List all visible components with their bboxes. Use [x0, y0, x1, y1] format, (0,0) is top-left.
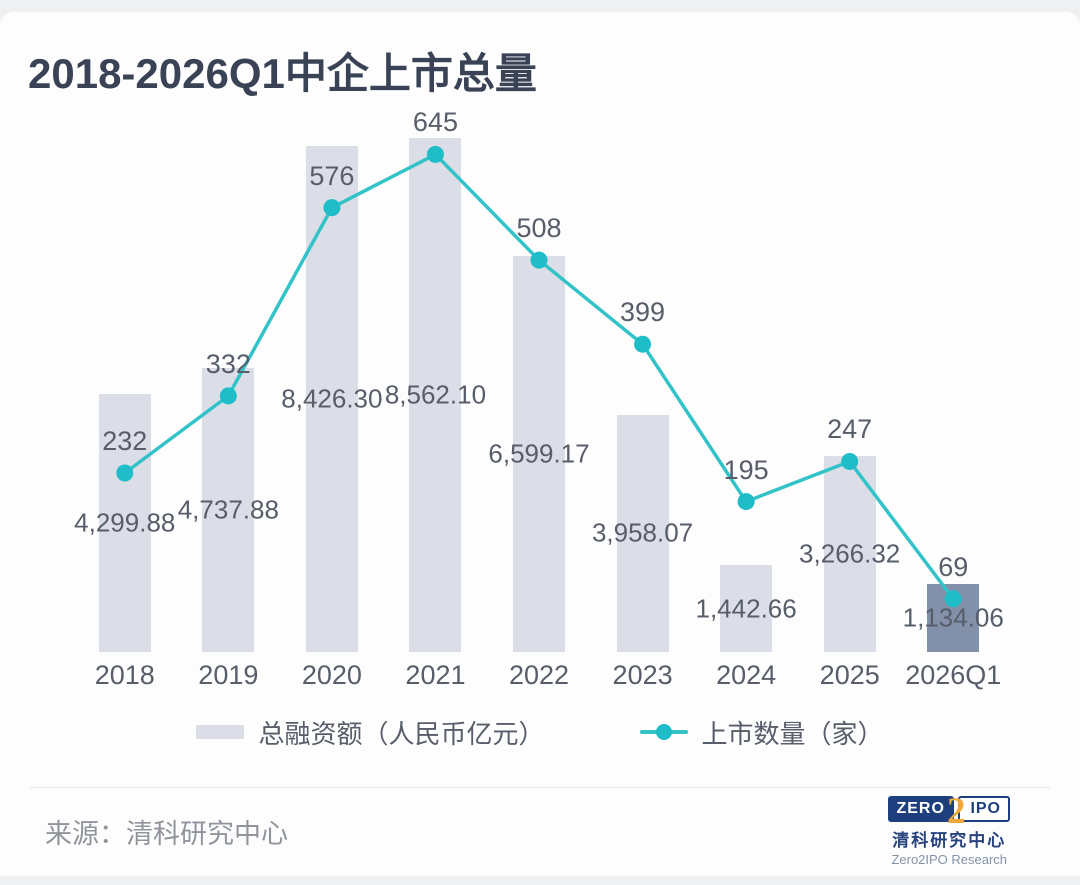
- line-point-2020: [323, 199, 341, 217]
- bar-2020: [305, 146, 358, 652]
- x-tick-2020: 2020: [301, 660, 362, 690]
- bar-value-label-2021: 8,562.10: [384, 379, 487, 410]
- x-tick-2026Q1: 2026Q1: [905, 660, 1002, 690]
- line-point-2024: [737, 493, 755, 511]
- bar-2021: [409, 138, 462, 652]
- bar-2019: [202, 367, 255, 652]
- zero2ipo-logo: ZERO 2 IPO 清科研究中心 Zero2IPO Research: [888, 791, 1010, 867]
- bar-value-label-2023: 3,958.07: [591, 517, 694, 548]
- line-point-2018: [116, 464, 134, 482]
- bar-value-label-2018: 4,299.88: [74, 507, 176, 538]
- bar-value-label-2022: 6,599.17: [488, 438, 590, 469]
- x-tick-2021: 2021: [405, 660, 466, 690]
- line-value-label-2021: 645: [412, 107, 458, 138]
- logo-ipo-box: IPO: [958, 796, 1010, 822]
- legend-item-bar: 总融资额（人民币亿元）: [196, 714, 545, 751]
- line-legend-marker: [639, 724, 688, 740]
- bar-value-label-2020: 8,426.30: [281, 383, 383, 414]
- x-tick-2019: 2019: [198, 660, 259, 690]
- bar-value-label-2019: 4,737.88: [177, 494, 279, 525]
- chart-title: 2018-2026Q1中企上市总量: [28, 50, 537, 97]
- x-tick-2025: 2025: [819, 660, 880, 690]
- logo-chinese-name: 清科研究中心: [892, 831, 1007, 850]
- line-point-2019: [219, 387, 237, 405]
- line-point-2026Q1: [944, 590, 962, 608]
- line-value-label-2026Q1: 69: [938, 551, 969, 582]
- line-legend-dot-icon: [655, 724, 672, 740]
- line-point-2021: [426, 145, 444, 163]
- bar-value-label-2025: 3,266.32: [799, 538, 901, 569]
- logo-zero-box: ZERO: [888, 796, 954, 822]
- x-tick-2022: 2022: [508, 660, 570, 690]
- line-value-label-2018: 232: [102, 426, 148, 457]
- line-value-label-2023: 399: [620, 297, 666, 328]
- bar-value-label-2026Q1: 1,134.06: [902, 602, 1004, 633]
- plot-area: 4,299.88 232 4,737.88 332 8,426.30 576 8,562.1…: [73, 107, 1005, 652]
- line-point-2023: [634, 335, 652, 353]
- logo-english-name: Zero2IPO Research: [891, 852, 1008, 867]
- line-value-label-2019: 332: [205, 348, 251, 379]
- bar-2024: [720, 565, 773, 652]
- bar-legend-swatch: [196, 725, 245, 739]
- x-tick-2023: 2023: [612, 660, 673, 690]
- x-tick-2024: 2024: [716, 660, 777, 690]
- line-point-2025: [841, 452, 859, 470]
- line-series: [116, 145, 962, 608]
- line-legend-label: 上市数量（家）: [701, 718, 884, 749]
- bar-2023: [616, 414, 669, 652]
- x-axis: 2018 2019 2020 2021 2022 2023 2024 2025 2026Q1: [73, 660, 1005, 694]
- legend-item-line: 上市数量（家）: [639, 714, 884, 751]
- logo-two-numeral: 2: [946, 791, 966, 832]
- line-value-label-2024: 195: [723, 454, 769, 485]
- line-point-2022: [530, 251, 548, 269]
- bar-2022: [513, 256, 565, 652]
- bar-value-label-2024: 1,442.66: [695, 593, 797, 624]
- bar-legend-label: 总融资额（人民币亿元）: [258, 718, 545, 749]
- legend: 总融资额（人民币亿元） 上市数量（家）: [0, 714, 1080, 750]
- line-value-label-2022: 508: [516, 213, 562, 244]
- source-text: 来源：清科研究中心: [45, 819, 288, 849]
- logo-wordmark: ZERO 2 IPO: [888, 791, 1010, 832]
- watermark-text: @微信公众号：清科研究: [901, 16, 1055, 31]
- line-value-label-2020: 576: [309, 160, 355, 191]
- footer-divider: [30, 787, 1050, 788]
- line-value-label-2025: 247: [827, 414, 873, 445]
- bar-2018: [98, 394, 151, 652]
- x-tick-2018: 2018: [94, 660, 155, 690]
- bar-2025: [823, 456, 876, 652]
